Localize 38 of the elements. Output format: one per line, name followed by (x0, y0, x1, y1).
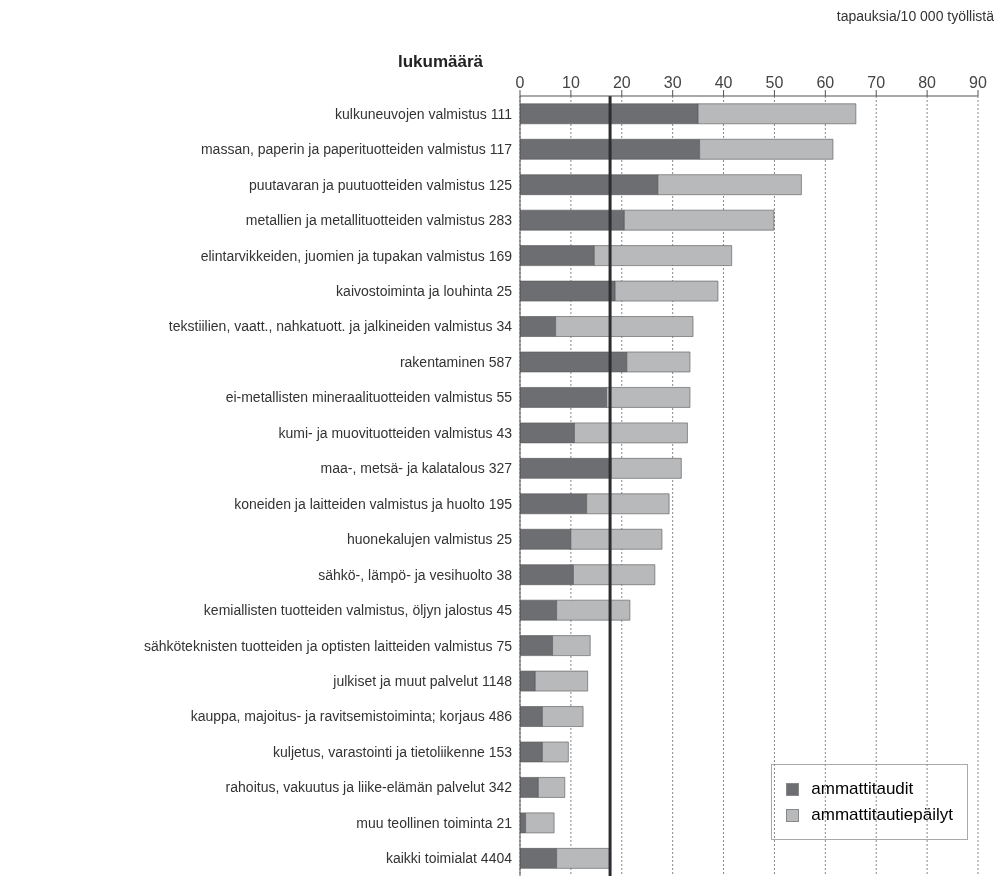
y-tick-label: massan, paperin ja paperituotteiden valmistus 117 (200, 141, 513, 158)
x-axis-title: tapauksia/10 000 työllistä (835, 8, 995, 26)
x-tick-label: 20 (612, 74, 631, 91)
y-tick-label: koneiden ja laitteiden valmistus ja huolto 195 (234, 495, 513, 512)
y-tick-label: tekstiilien, vaatt., nahkatuott. ja jalkineiden valmistus 34 (168, 318, 513, 335)
y-tick-label: kaivostoiminta ja louhinta 25 (336, 282, 513, 299)
x-tick-label: 0 (515, 74, 525, 91)
y-tick-label: kulkuneuvojen valmistus 111 (335, 105, 513, 122)
bar (525, 812, 555, 834)
x-tick-label: 10 (561, 74, 580, 91)
y-tick-label: huonekalujen valmistus 25 (347, 531, 513, 548)
y-tick-label: kemiallisten tuotteiden valmistus, öljyn jalostus 45 (203, 602, 513, 619)
y-tick-label: ei-metallisten mineraalituotteiden valmistus 55 (225, 389, 513, 406)
x-tick-label: 30 (663, 74, 682, 91)
x-tick-label: 70 (867, 74, 886, 91)
y-tick-label: sähkö-, lämpö- ja vesihuolto 38 (318, 566, 513, 583)
y-tick-label: sähköteknisten tuotteiden ja optisten laitteiden valmistus 75 (143, 637, 513, 654)
y-tick-label: puutavaran ja puutuotteiden valmistus 125 (248, 176, 513, 193)
y-tick-label: elintarvikkeiden, juomien ja tupakan valmistus 169 (200, 247, 513, 264)
y-tick-label: maa-, metsä- ja kalatalous 327 (320, 460, 513, 477)
y-tick-label: julkiset ja muut palvelut 1148 (332, 672, 513, 689)
y-tick-label: metallien ja metallituotteiden valmistus 283 (245, 212, 513, 229)
x-tick-label: 80 (918, 74, 937, 91)
x-tick-label: 90 (969, 74, 987, 91)
y-tick-label: kauppa, majoitus- ja ravitsemistoiminta; korjaus 486 (190, 708, 513, 725)
y-tick-label: rakentaminen 587 (399, 353, 513, 370)
y-tick-label: kumi- ja muovituotteiden valmistus 43 (278, 424, 513, 441)
x-tick-label: 40 (714, 74, 733, 91)
legend-label: ammattitautiepäilyt (811, 805, 953, 825)
legend-label: ammattitaudit (811, 779, 914, 799)
bar (610, 458, 682, 479)
x-tick-label: 50 (765, 74, 784, 91)
y-tick-label: kuljetus, varastointi ja tietoliikenne 153 (273, 743, 513, 760)
y-tick-label: kaikki toimialat 4404 (385, 850, 513, 867)
x-tick-label: 60 (816, 74, 835, 91)
y-tick-label: rahoitus, vakuutus ja liike-elämän palvelut 342 (225, 779, 513, 796)
y-tick-label: muu teollinen toiminta 21 (356, 814, 513, 831)
y-axis-title: lukumäärä (398, 52, 484, 72)
